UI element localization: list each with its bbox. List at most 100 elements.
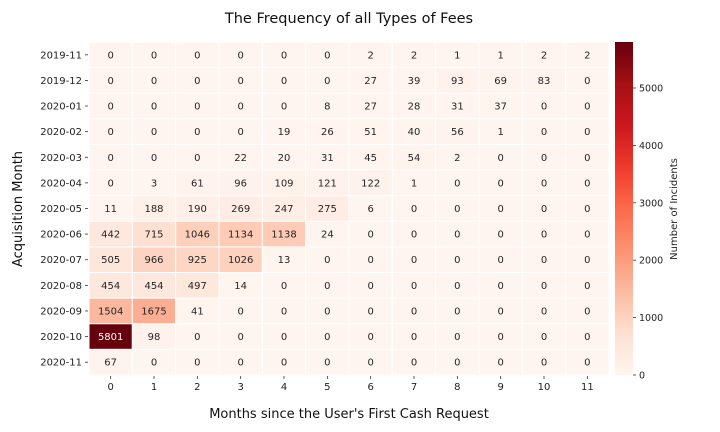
heatmap-cell (175, 92, 220, 120)
cell-value-label: 1 (454, 50, 460, 61)
heatmap-cell (478, 195, 523, 222)
heatmap-cell (348, 92, 393, 120)
heatmap-cell (261, 220, 307, 248)
cell-value-label: 0 (194, 153, 200, 164)
heatmap-cell (391, 67, 437, 94)
heatmap-cell (565, 41, 610, 69)
heatmap-cell (305, 118, 350, 145)
cell-value-label: 1138 (271, 230, 296, 241)
cell-value-label: 0 (454, 281, 460, 292)
cell-value-label: 98 (148, 332, 161, 343)
heatmap-cell (565, 323, 610, 350)
cell-value-label: 5801 (98, 332, 123, 343)
cell-value-label: 69 (494, 76, 507, 87)
heatmap-cell (131, 143, 177, 171)
cell-value-label: 41 (191, 306, 204, 317)
heatmap-cells (88, 41, 610, 376)
heatmap-cell (348, 195, 393, 222)
cell-value-label: 0 (541, 332, 547, 343)
cell-value-label: 22 (234, 153, 247, 164)
heatmap-cell (88, 143, 133, 171)
heatmap-cell (521, 67, 567, 94)
cell-value-label: 0 (584, 255, 590, 266)
heatmap-cell (391, 297, 437, 325)
heatmap-cell (175, 348, 220, 376)
heatmap-cell (435, 348, 480, 376)
cell-value-label: 2 (411, 50, 417, 61)
cell-value-label: 275 (318, 204, 337, 215)
cell-value-label: 0 (497, 358, 503, 369)
heatmap-cell (391, 169, 437, 197)
cell-value-label: 27 (364, 76, 377, 87)
heatmap-cell (175, 246, 220, 274)
cell-value-label: 51 (364, 127, 377, 138)
colorbar-tick-label: 3000 (639, 198, 663, 209)
x-axis-ticks: 0 1 2 3 4 5 6 7 8 9 10 11 (107, 376, 594, 393)
heatmap-cell (88, 348, 133, 376)
cell-value-label: 190 (188, 204, 207, 215)
heatmap-cell (218, 67, 263, 94)
cell-value-label: 0 (107, 153, 113, 164)
heatmap-cell (435, 67, 480, 94)
heatmap-cell (348, 169, 393, 197)
heatmap-cell (348, 323, 393, 350)
cell-value-label: 0 (237, 50, 243, 61)
colorbar-label: Number of Incidents (669, 158, 680, 260)
cell-value-label: 0 (237, 358, 243, 369)
cell-value-label: 28 (408, 102, 421, 113)
cell-value-label: 0 (454, 204, 460, 215)
cell-value-label: 0 (367, 358, 373, 369)
colorbar-tick-label: 2000 (639, 256, 663, 267)
cell-value-label: 0 (584, 332, 590, 343)
heatmap-cell (565, 272, 610, 299)
cell-value-label: 0 (541, 255, 547, 266)
cell-value-label: 454 (144, 281, 163, 292)
heatmap-cell (348, 348, 393, 376)
y-tick-label: 2020-10 (40, 332, 82, 343)
heatmap-cell (131, 246, 177, 274)
heatmap-cell (218, 169, 263, 197)
heatmap-cell (565, 92, 610, 120)
cell-value-label: 0 (194, 332, 200, 343)
x-tick-label: 3 (237, 382, 243, 393)
cell-value-label: 0 (324, 255, 330, 266)
cell-value-label: 0 (411, 230, 417, 241)
heatmap-cell (175, 220, 220, 248)
heatmap-cell (88, 246, 133, 274)
cell-value-label: 96 (234, 178, 247, 189)
cell-value-label: 442 (101, 230, 120, 241)
cell-value-label: 0 (541, 358, 547, 369)
heatmap-cell (565, 118, 610, 145)
cell-value-label: 1 (411, 178, 417, 189)
cell-value-label: 0 (237, 332, 243, 343)
cell-value-label: 0 (541, 153, 547, 164)
heatmap-cell (218, 220, 263, 248)
cell-value-label: 0 (281, 50, 287, 61)
cell-value-label: 0 (281, 76, 287, 87)
cell-value-label: 497 (188, 281, 207, 292)
heatmap-cell (305, 143, 350, 171)
y-tick-label: 2020-06 (40, 230, 82, 241)
heatmap-cell-labels: 0 0 0 0 0 0 2 2 1 1 2 20 0 0 0 0 0 27 39 93 69 83 00 0 0 0 0 8 27 28 3… (98, 50, 591, 368)
cell-value-label: 31 (451, 102, 464, 113)
cell-value-label: 0 (411, 204, 417, 215)
cell-value-label: 0 (497, 281, 503, 292)
cell-value-label: 0 (584, 153, 590, 164)
heatmap-cell (261, 348, 307, 376)
cell-value-label: 0 (411, 332, 417, 343)
x-tick-label: 10 (538, 382, 551, 393)
cell-value-label: 121 (318, 178, 337, 189)
cell-value-label: 0 (497, 230, 503, 241)
cell-value-label: 0 (237, 127, 243, 138)
cell-value-label: 83 (538, 76, 551, 87)
cell-value-label: 0 (541, 230, 547, 241)
cell-value-label: 454 (101, 281, 120, 292)
cell-value-label: 269 (231, 204, 250, 215)
heatmap-cell (305, 297, 350, 325)
heatmap-cell (218, 195, 263, 222)
cell-value-label: 0 (194, 50, 200, 61)
cell-value-label: 0 (454, 255, 460, 266)
cell-value-label: 0 (281, 102, 287, 113)
heatmap-cell (478, 67, 523, 94)
cell-value-label: 0 (107, 50, 113, 61)
